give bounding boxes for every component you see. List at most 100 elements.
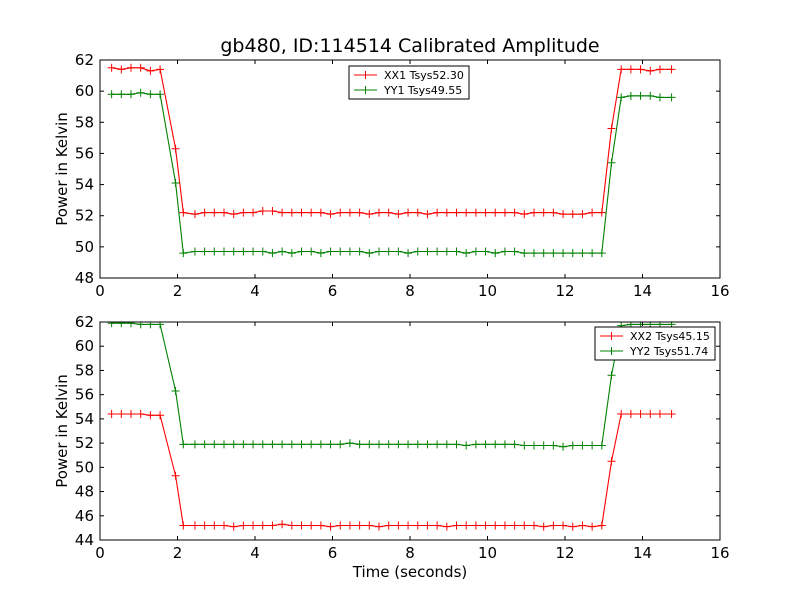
data-point (617, 93, 626, 102)
data-point (375, 208, 383, 217)
data-point (375, 522, 383, 531)
x-tick-label: 6 (328, 282, 338, 300)
data-point (127, 322, 135, 328)
data-point (549, 249, 558, 258)
data-point (127, 410, 135, 419)
data-point (179, 208, 188, 217)
legend-entry: YY2 Tsys51.74 (600, 345, 708, 358)
data-point (607, 457, 616, 466)
data-point (510, 208, 519, 217)
data-point (471, 521, 480, 530)
data-point (646, 410, 655, 419)
data-point (307, 440, 316, 449)
data-point (365, 210, 374, 219)
data-point (530, 521, 538, 530)
data-point (210, 247, 219, 256)
data-point (297, 521, 306, 530)
legend-marker (361, 71, 370, 79)
data-point (326, 247, 335, 256)
data-point (442, 522, 451, 531)
data-point (190, 521, 199, 530)
data-point (107, 90, 116, 99)
data-point (559, 442, 568, 451)
data-point (365, 440, 374, 449)
x-tick-label: 4 (250, 282, 260, 300)
data-point (500, 440, 509, 449)
data-point (249, 247, 258, 256)
data-point (549, 208, 558, 217)
data-point (491, 249, 500, 258)
data-point (179, 521, 188, 530)
data-point (655, 410, 664, 419)
y-tick-label: 62 (75, 51, 94, 69)
data-point (220, 247, 228, 256)
y-tick-label: 44 (75, 531, 94, 549)
y-tick-label: 50 (75, 458, 94, 476)
data-point (156, 65, 165, 74)
data-point (530, 249, 538, 258)
y-tick-label: 52 (75, 434, 94, 452)
data-point (365, 249, 374, 258)
legend-entry: XX2 Tsys45.15 (600, 330, 710, 343)
data-point (375, 440, 383, 449)
data-point (452, 440, 461, 449)
data-point (530, 208, 538, 217)
data-point (278, 247, 287, 256)
y-tick-label: 48 (75, 269, 94, 287)
plot-panel-1: 0 2 4 6 8 10 12 14 16 48 50 52 54 56 58 60 62 Power in Ke… (53, 51, 730, 300)
data-point (413, 521, 422, 530)
data-point (355, 208, 364, 217)
data-point (220, 521, 228, 530)
data-point (171, 144, 180, 153)
data-point (107, 410, 116, 419)
data-point (404, 208, 413, 217)
data-point (117, 65, 126, 74)
series-2-1 (107, 410, 676, 531)
data-point (481, 208, 490, 217)
data-point (452, 521, 461, 530)
legend-label: XX2 Tsys45.15 (630, 330, 710, 343)
y-tick-label: 48 (75, 483, 94, 501)
data-point (539, 249, 548, 258)
data-point (156, 90, 165, 99)
data-point (646, 66, 655, 75)
data-point (423, 521, 432, 530)
data-point (394, 440, 403, 449)
legend-marker (607, 332, 616, 340)
data-point (355, 521, 364, 530)
data-point (268, 249, 277, 258)
data-point (471, 208, 480, 217)
data-point (239, 247, 248, 256)
y-axis-label: Power in Kelvin (53, 374, 71, 488)
x-tick-label: 0 (95, 544, 105, 562)
legend-entry: YY1 Tsys49.55 (354, 84, 462, 97)
data-point (355, 247, 364, 256)
data-point (559, 521, 568, 530)
data-point (190, 440, 199, 449)
data-point (117, 410, 126, 419)
data-point (626, 65, 635, 74)
data-point (316, 521, 325, 530)
data-point (442, 208, 451, 217)
legend-box (594, 326, 716, 361)
data-point (200, 208, 209, 217)
data-point (365, 521, 374, 530)
data-point (287, 521, 296, 530)
data-point (559, 210, 568, 219)
data-point (462, 208, 471, 217)
data-point (597, 521, 606, 530)
x-tick-label: 8 (405, 282, 415, 300)
legend-box (348, 65, 470, 100)
x-tick-label: 16 (710, 282, 729, 300)
data-point (578, 521, 587, 530)
data-point (568, 210, 577, 219)
data-point (539, 208, 548, 217)
data-point (404, 521, 413, 530)
data-point (491, 208, 500, 217)
data-point (394, 247, 403, 256)
data-point (200, 247, 209, 256)
data-point (452, 208, 461, 217)
data-point (510, 247, 519, 256)
x-tick-label: 4 (250, 544, 260, 562)
